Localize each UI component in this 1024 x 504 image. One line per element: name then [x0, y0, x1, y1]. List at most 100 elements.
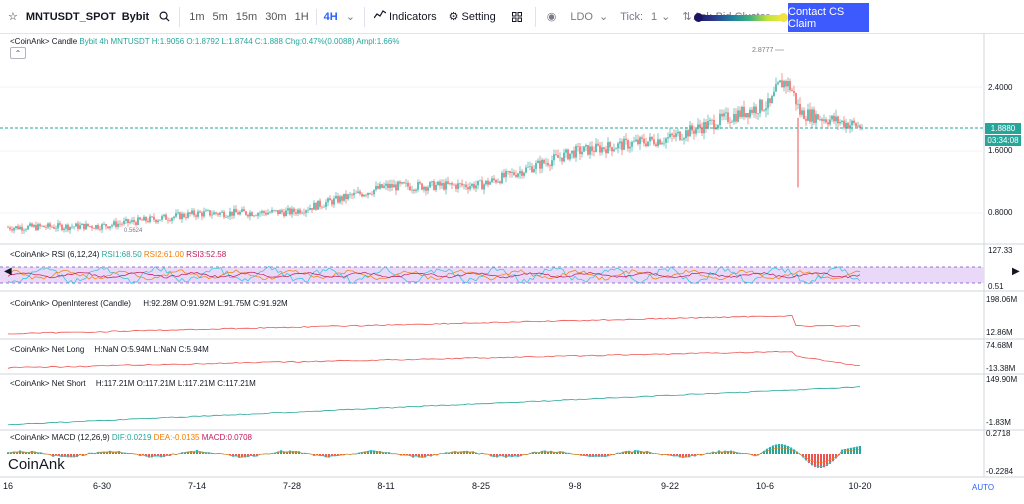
- macd-bar: [151, 454, 153, 458]
- macd-bar: [823, 454, 825, 468]
- candle-body: [147, 221, 149, 223]
- candle-body: [597, 143, 599, 146]
- indicators-icon: [373, 10, 387, 23]
- timeframe-1h[interactable]: 1H: [294, 10, 309, 23]
- candle-body: [305, 210, 307, 213]
- candle-body: [645, 143, 647, 147]
- candle-body: [43, 225, 45, 228]
- candle-body: [251, 212, 253, 217]
- macd-bar: [802, 454, 804, 458]
- candle-body: [177, 212, 179, 214]
- rsi-lines: [7, 265, 861, 285]
- cluster-color-scale[interactable]: [694, 13, 788, 22]
- ldo-chevron-down-icon: ⌄: [599, 11, 609, 23]
- macd-bar: [61, 454, 63, 457]
- candle-body: [857, 125, 859, 127]
- eye-icon[interactable]: ◉: [546, 11, 557, 23]
- net-short-axis-top: 149.90M: [986, 375, 1018, 384]
- candle-body: [465, 184, 467, 188]
- net-short-values: H:117.21M O:117.21M L:117.21M C:117.21M: [95, 379, 256, 388]
- macd-bar: [463, 451, 465, 454]
- symbol-search-icon[interactable]: [153, 0, 176, 34]
- macd-bar: [775, 444, 777, 454]
- date-tick-label: 9-8: [568, 481, 582, 491]
- setting-button[interactable]: ⚙ Setting: [443, 0, 502, 34]
- candle-body: [347, 194, 349, 200]
- open-interest-legend-name[interactable]: <CoinAnk> OpenInterest (Candle): [10, 299, 131, 308]
- candle-body: [313, 202, 315, 210]
- symbol-name[interactable]: MNTUSDT_SPOT: [25, 10, 116, 23]
- candle-body: [565, 149, 567, 153]
- chart-canvas[interactable]: 2.8777 0.5624: [0, 34, 1024, 504]
- auto-scale-button[interactable]: AUTO: [972, 483, 995, 492]
- indicators-button[interactable]: Indicators: [368, 0, 443, 34]
- macd-bar: [550, 450, 552, 454]
- date-tick-label: 10-6: [755, 481, 775, 491]
- candle-body: [515, 174, 517, 177]
- rsi-legend-name[interactable]: <CoinAnk> RSI: [10, 250, 66, 259]
- macd-bar: [625, 451, 627, 454]
- net-long-legend-name[interactable]: <CoinAnk> Net Long: [10, 345, 85, 354]
- candle-body: [425, 186, 427, 191]
- candle-body: [687, 130, 689, 137]
- price-legend-name[interactable]: <CoinAnk> Candle: [10, 37, 78, 46]
- macd-bar: [190, 451, 192, 454]
- candle-body: [427, 187, 429, 191]
- macd-bar: [778, 444, 780, 454]
- candle-body: [601, 147, 603, 153]
- net-short-legend-name[interactable]: <CoinAnk> Net Short: [10, 379, 86, 388]
- candle-body: [523, 172, 525, 176]
- candle-body: [163, 214, 165, 217]
- open-interest-axis-top: 198.06M: [986, 295, 1018, 304]
- ldo-selector[interactable]: LDO ⌄: [564, 0, 614, 34]
- scroll-left-arrow-icon[interactable]: ◀: [4, 266, 12, 277]
- candle-body: [639, 137, 641, 145]
- timeframe-dropdown-chevron-icon[interactable]: ⌄: [345, 11, 355, 23]
- candle-body: [545, 162, 547, 164]
- candle-body: [85, 223, 87, 230]
- candle-body: [193, 210, 195, 216]
- candle-body: [539, 160, 541, 169]
- candle-body: [257, 213, 259, 216]
- timeframe-15m[interactable]: 15m: [235, 10, 258, 23]
- contact-cs-claim-button[interactable]: Contact CS Claim: [788, 3, 869, 32]
- layout-grid-icon[interactable]: [502, 0, 532, 34]
- candle-body: [763, 110, 765, 111]
- macd-legend-name[interactable]: <CoinAnk> MACD: [10, 433, 76, 442]
- candle-body: [409, 186, 411, 191]
- timeframe-30m[interactable]: 30m: [265, 10, 287, 23]
- tick-selector[interactable]: Tick: 1 ⌄: [614, 0, 676, 34]
- candle-body: [135, 222, 137, 225]
- candle-body: [431, 181, 433, 183]
- candle-body: [441, 183, 443, 186]
- candle-body: [641, 137, 643, 139]
- price-axis-tick: 0.8000: [988, 208, 1013, 217]
- candle-body: [717, 125, 719, 129]
- candle-body: [721, 113, 723, 117]
- candle-body: [21, 226, 23, 231]
- date-tick-label: 9-22: [660, 481, 680, 491]
- timeframe-1m[interactable]: 1m: [189, 10, 205, 23]
- candle-body: [111, 225, 113, 227]
- timeframe-4h[interactable]: 4H: [323, 10, 338, 23]
- macd-bar: [859, 446, 861, 454]
- candle-body: [419, 182, 421, 184]
- candle-body: [851, 120, 853, 126]
- candle-body: [413, 189, 415, 191]
- timeframe-5m[interactable]: 5m: [212, 10, 228, 23]
- exchange-name[interactable]: Bybit: [121, 10, 150, 23]
- scroll-right-arrow-icon[interactable]: ▶: [1012, 266, 1020, 277]
- macd-bar: [148, 454, 150, 458]
- candle-body: [521, 171, 523, 176]
- candle-body: [365, 194, 367, 196]
- candle-body: [67, 224, 69, 231]
- favorite-star-icon[interactable]: ☆: [8, 11, 18, 23]
- macd-bar: [817, 454, 819, 468]
- collapse-legend-button[interactable]: ⌃: [10, 47, 26, 59]
- candle-body: [831, 115, 833, 120]
- candle-body: [497, 181, 499, 183]
- candle-body: [255, 215, 257, 217]
- macd-bar: [808, 454, 810, 464]
- candle-body: [451, 183, 453, 185]
- date-tick-label: 7-14: [187, 481, 207, 491]
